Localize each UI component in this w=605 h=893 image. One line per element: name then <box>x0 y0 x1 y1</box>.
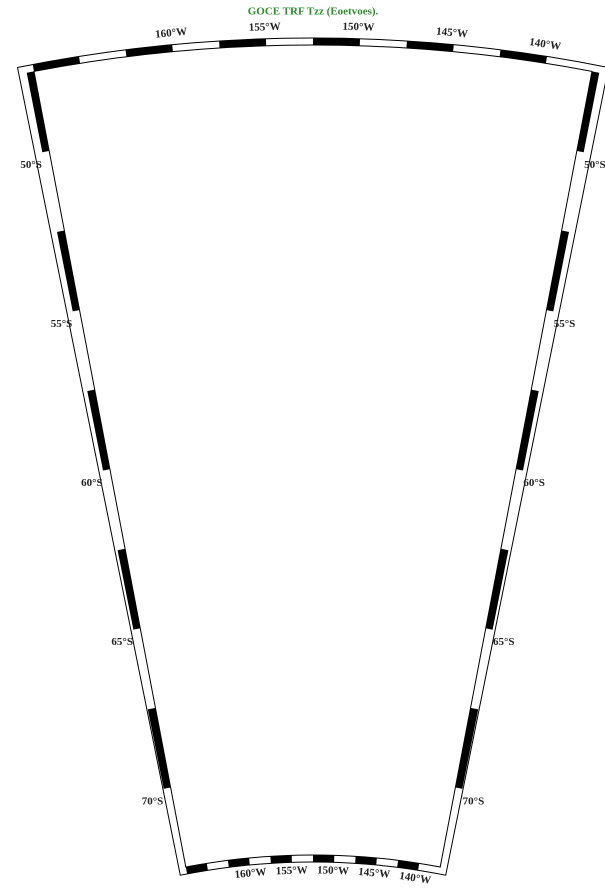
longitude-label: 155°W <box>276 864 308 877</box>
latitude-label: 70°S <box>463 795 485 807</box>
map-title: GOCE TRF Tzz (Eoetvoes). <box>248 6 379 18</box>
latitude-label: 55°S <box>51 318 73 330</box>
frame-tick <box>313 855 334 862</box>
longitude-label: 145°W <box>358 866 391 881</box>
longitude-label: 150°W <box>317 864 349 877</box>
longitude-label: 140°W <box>528 36 561 53</box>
latitude-label: 50°S <box>584 159 605 171</box>
longitude-label: 155°W <box>249 21 281 34</box>
longitude-label: 160°W <box>155 26 188 41</box>
map: GOCE TRF Tzz (Eoetvoes). 160°W 160°W 155°W… <box>0 0 605 893</box>
map-frame <box>18 38 605 875</box>
longitude-label: 140°W <box>398 870 431 887</box>
frame-tick <box>313 38 360 46</box>
latitude-label: 60°S <box>523 477 545 489</box>
latitude-label: 65°S <box>493 636 515 648</box>
latitude-label: 60°S <box>81 477 103 489</box>
latitude-label: 50°S <box>20 159 42 171</box>
latitude-label: 65°S <box>111 636 133 648</box>
latitude-label: 70°S <box>142 795 164 807</box>
longitude-label: 145°W <box>436 26 469 41</box>
longitude-label: 150°W <box>342 21 374 34</box>
longitude-label: 160°W <box>234 866 267 881</box>
latitude-label: 55°S <box>554 318 576 330</box>
